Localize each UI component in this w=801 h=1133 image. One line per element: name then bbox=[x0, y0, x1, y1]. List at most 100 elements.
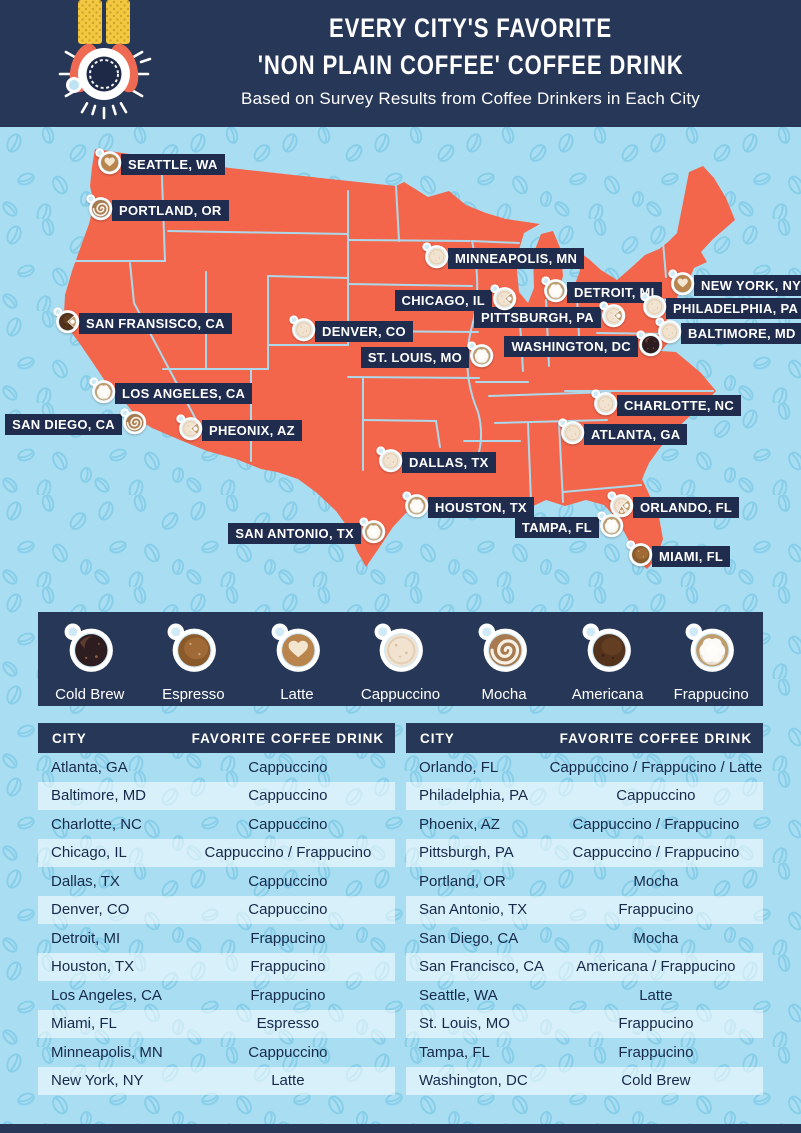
city-cell: New York, NY bbox=[51, 1072, 144, 1090]
table-row: Seattle, WA Latte bbox=[406, 981, 763, 1010]
city-cell: San Antonio, TX bbox=[419, 901, 528, 919]
tables-section: CITY FAVORITE COFFEE DRINK Atlanta, GA Ca… bbox=[38, 723, 763, 1095]
drink-cell: Frappucino bbox=[250, 986, 326, 1004]
drink-column-header: FAVORITE COFFEE DRINK bbox=[191, 730, 385, 746]
drink-cell: Frappucino bbox=[618, 901, 694, 919]
table-row: Charlotte, NC Cappuccino bbox=[38, 810, 395, 839]
city-cell: Charlotte, NC bbox=[51, 815, 142, 833]
page-title-line1: EVERY CITY'S FAVORITE bbox=[329, 13, 612, 43]
table-body: Orlando, FL Cappuccino / Frappucino / Lat… bbox=[406, 753, 763, 1095]
coffee-cup-icon bbox=[372, 621, 428, 682]
legend-label: Cold Brew bbox=[55, 686, 125, 703]
city-cell: Denver, CO bbox=[51, 901, 130, 919]
coffee-cup-icon bbox=[580, 621, 636, 682]
legend-item: Americana bbox=[559, 621, 656, 703]
city-cell: Philadelphia, PA bbox=[419, 787, 528, 805]
legend-label: Mocha bbox=[481, 686, 527, 703]
city-cell: Orlando, FL bbox=[419, 758, 499, 776]
drink-cell: Cappuccino / Frappucino bbox=[572, 844, 740, 862]
legend-label: Americana bbox=[571, 686, 644, 703]
coffee-cup-icon bbox=[269, 621, 325, 682]
page-title-line2: 'NON PLAIN COFFEE' COFFEE DRINK bbox=[257, 50, 684, 80]
drink-cell: Cappuccino bbox=[248, 1043, 328, 1061]
drink-cell: Frappucino bbox=[618, 1043, 694, 1061]
table-header-row: CITY FAVORITE COFFEE DRINK bbox=[38, 723, 395, 753]
city-cell: San Diego, CA bbox=[419, 929, 519, 947]
header-banner: EVERY CITY'S FAVORITE 'NON PLAIN COFFEE'… bbox=[0, 0, 801, 127]
city-cell: Tampa, FL bbox=[419, 1043, 490, 1061]
city-cell: Baltimore, MD bbox=[51, 787, 147, 805]
city-table-left: CITY FAVORITE COFFEE DRINK Atlanta, GA Ca… bbox=[38, 723, 395, 1095]
table-header-row: CITY FAVORITE COFFEE DRINK bbox=[406, 723, 763, 753]
drink-cell: Mocha bbox=[633, 872, 679, 890]
legend-item: Frappucino bbox=[663, 621, 760, 703]
city-cell: Portland, OR bbox=[419, 872, 506, 890]
legend-item: Cappuccino bbox=[352, 621, 449, 703]
table-row: Los Angeles, CA Frappucino bbox=[38, 981, 395, 1010]
drink-cell: Cappuccino / Frappucino bbox=[204, 844, 372, 862]
city-cell: Detroit, MI bbox=[51, 929, 121, 947]
drink-cell: Frappucino bbox=[618, 1015, 694, 1033]
coffee-hands-illustration bbox=[58, 0, 152, 120]
legend-item: Espresso bbox=[145, 621, 242, 703]
table-row: Atlanta, GA Cappuccino bbox=[38, 753, 395, 782]
table-row: Houston, TX Frappucino bbox=[38, 952, 395, 981]
drink-cell: Cold Brew bbox=[621, 1072, 691, 1090]
drink-cell: Cappuccino bbox=[248, 815, 328, 833]
city-cell: Atlanta, GA bbox=[51, 758, 128, 776]
coffee-cup-icon bbox=[62, 621, 118, 682]
table-row: Baltimore, MD Cappuccino bbox=[38, 781, 395, 810]
legend-item: Mocha bbox=[456, 621, 553, 703]
drink-cell: Cappuccino / Frappucino bbox=[572, 815, 740, 833]
city-cell: Houston, TX bbox=[51, 958, 135, 976]
table-row: St. Louis, MO Frappucino bbox=[406, 1009, 763, 1038]
coffee-cup-icon bbox=[165, 621, 221, 682]
drink-column-header: FAVORITE COFFEE DRINK bbox=[559, 730, 753, 746]
legend-label: Cappuccino bbox=[360, 686, 441, 703]
table-row: Orlando, FL Cappuccino / Frappucino / Lat… bbox=[406, 753, 763, 782]
table-row: Denver, CO Cappuccino bbox=[38, 895, 395, 924]
city-column-header: CITY bbox=[420, 730, 455, 746]
table-row: Miami, FL Espresso bbox=[38, 1009, 395, 1038]
city-cell: St. Louis, MO bbox=[419, 1015, 510, 1033]
footer-bar bbox=[0, 1124, 801, 1133]
city-cell: Minneapolis, MN bbox=[51, 1043, 163, 1061]
drink-cell: Mocha bbox=[633, 929, 679, 947]
city-column-header: CITY bbox=[52, 730, 87, 746]
table-row: Phoenix, AZ Cappuccino / Frappucino bbox=[406, 810, 763, 839]
table-row: Pittsburgh, PA Cappuccino / Frappucino bbox=[406, 838, 763, 867]
table-row: Chicago, IL Cappuccino / Frappucino bbox=[38, 838, 395, 867]
drink-cell: Cappuccino bbox=[248, 758, 328, 776]
drink-cell: Cappuccino bbox=[616, 787, 696, 805]
table-row: San Antonio, TX Frappucino bbox=[406, 895, 763, 924]
table-row: Dallas, TX Cappuccino bbox=[38, 867, 395, 896]
table-row: Tampa, FL Frappucino bbox=[406, 1038, 763, 1067]
drink-cell: Cappuccino / Frappucino / Latte bbox=[549, 758, 763, 776]
city-cell: Washington, DC bbox=[419, 1072, 528, 1090]
table-row: San Francisco, CA Americana / Frappucino bbox=[406, 952, 763, 981]
legend-label: Espresso bbox=[162, 686, 225, 703]
coffee-cup-icon bbox=[476, 621, 532, 682]
drink-cell: Frappucino bbox=[250, 958, 326, 976]
drink-cell: Cappuccino bbox=[248, 787, 328, 805]
table-body: Atlanta, GA Cappuccino Baltimore, MD Cappuc… bbox=[38, 753, 395, 1095]
city-cell: Seattle, WA bbox=[419, 986, 498, 1004]
drink-cell: Latte bbox=[639, 986, 673, 1004]
coffee-cup-icon bbox=[683, 621, 739, 682]
city-cell: San Francisco, CA bbox=[419, 958, 545, 976]
drink-cell: Espresso bbox=[256, 1015, 320, 1033]
drink-cell: Frappucino bbox=[250, 929, 326, 947]
legend-item: Cold Brew bbox=[41, 621, 138, 703]
drink-cell: Cappuccino bbox=[248, 872, 328, 890]
drink-cell: Cappuccino bbox=[248, 901, 328, 919]
city-cell: Miami, FL bbox=[51, 1015, 117, 1033]
city-cell: Chicago, IL bbox=[51, 844, 127, 862]
legend-item: Latte bbox=[248, 621, 345, 703]
drink-cell: Americana / Frappucino bbox=[576, 958, 736, 976]
city-cell: Phoenix, AZ bbox=[419, 815, 500, 833]
table-row: Philadelphia, PA Cappuccino bbox=[406, 781, 763, 810]
drink-cell: Latte bbox=[271, 1072, 305, 1090]
table-row: Washington, DC Cold Brew bbox=[406, 1066, 763, 1095]
city-table-right: CITY FAVORITE COFFEE DRINK Orlando, FL Ca… bbox=[406, 723, 763, 1095]
